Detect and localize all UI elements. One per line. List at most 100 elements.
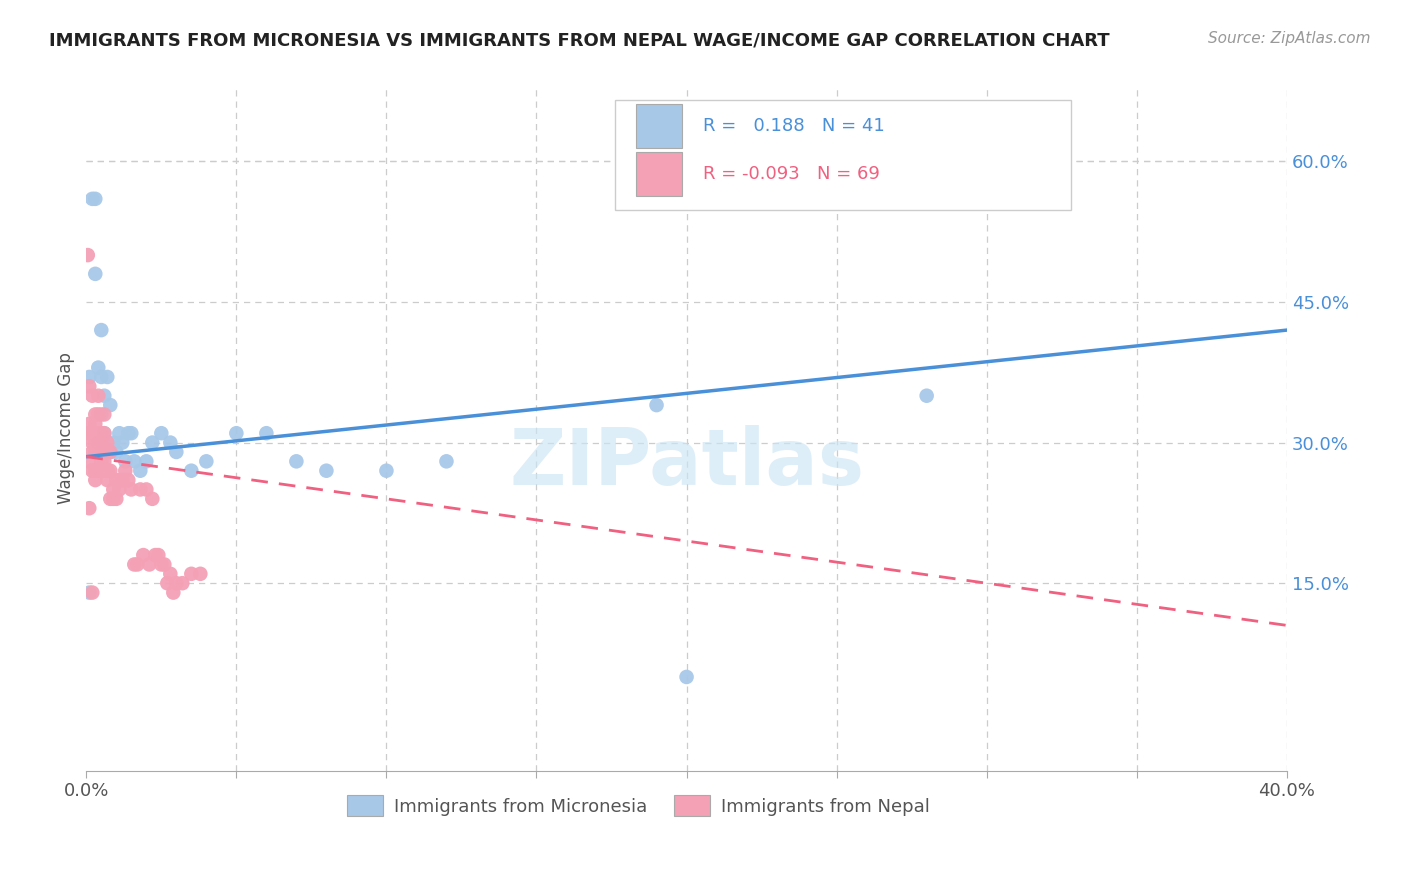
Point xyxy=(90,464,112,478)
Point xyxy=(117,473,139,487)
Point xyxy=(84,435,107,450)
Point xyxy=(96,464,118,478)
Point xyxy=(141,491,163,506)
Point xyxy=(165,576,187,591)
Point xyxy=(90,323,112,337)
Point xyxy=(111,473,134,487)
Point xyxy=(180,566,202,581)
Point xyxy=(79,501,101,516)
Point xyxy=(436,454,458,468)
Point xyxy=(84,464,107,478)
Point xyxy=(98,491,121,506)
Point xyxy=(159,566,181,581)
Point xyxy=(645,398,668,412)
Point xyxy=(87,435,110,450)
Point xyxy=(90,370,112,384)
Text: ZIPatlas: ZIPatlas xyxy=(509,425,865,500)
Point xyxy=(114,454,136,468)
Point xyxy=(129,464,152,478)
Point xyxy=(93,389,115,403)
Point xyxy=(82,445,104,459)
Point xyxy=(188,566,211,581)
Point xyxy=(120,483,142,497)
Text: Source: ZipAtlas.com: Source: ZipAtlas.com xyxy=(1208,31,1371,46)
Point xyxy=(90,426,112,441)
Point xyxy=(172,576,194,591)
Point xyxy=(93,445,115,459)
Point xyxy=(87,360,110,375)
Point xyxy=(315,464,337,478)
Point xyxy=(148,548,170,562)
Point xyxy=(82,389,104,403)
Point xyxy=(82,585,104,599)
Point xyxy=(90,454,112,468)
Point xyxy=(105,445,128,459)
Point xyxy=(135,454,157,468)
Point xyxy=(79,426,101,441)
Point xyxy=(138,558,160,572)
Point xyxy=(159,435,181,450)
Point xyxy=(375,464,398,478)
Point xyxy=(108,473,131,487)
Point xyxy=(111,435,134,450)
Point xyxy=(103,435,125,450)
Point xyxy=(96,445,118,459)
Point xyxy=(84,445,107,459)
Point xyxy=(82,435,104,450)
Point xyxy=(141,435,163,450)
Point xyxy=(108,483,131,497)
Point xyxy=(87,389,110,403)
Point xyxy=(915,389,938,403)
Text: R =   0.188   N = 41: R = 0.188 N = 41 xyxy=(703,117,886,135)
Point xyxy=(93,426,115,441)
Point xyxy=(96,464,118,478)
Point xyxy=(105,491,128,506)
Point xyxy=(195,454,218,468)
Point xyxy=(127,558,149,572)
Point xyxy=(143,548,166,562)
Point xyxy=(117,426,139,441)
Point xyxy=(98,464,121,478)
Y-axis label: Wage/Income Gap: Wage/Income Gap xyxy=(58,352,75,505)
Point xyxy=(114,464,136,478)
Point xyxy=(82,192,104,206)
Point xyxy=(120,426,142,441)
Point xyxy=(162,585,184,599)
Point xyxy=(124,454,146,468)
Point xyxy=(93,454,115,468)
Legend: Immigrants from Micronesia, Immigrants from Nepal: Immigrants from Micronesia, Immigrants f… xyxy=(340,788,938,823)
Point xyxy=(180,464,202,478)
Point xyxy=(150,426,173,441)
FancyBboxPatch shape xyxy=(614,100,1071,210)
Point xyxy=(79,370,101,384)
Point xyxy=(124,558,146,572)
Point xyxy=(84,473,107,487)
Point xyxy=(76,248,98,262)
Point xyxy=(96,370,118,384)
FancyBboxPatch shape xyxy=(636,152,682,196)
Point xyxy=(87,445,110,459)
Point xyxy=(90,435,112,450)
Point xyxy=(135,483,157,497)
FancyBboxPatch shape xyxy=(636,103,682,148)
Point xyxy=(150,558,173,572)
Point xyxy=(84,267,107,281)
Point xyxy=(84,426,107,441)
Point xyxy=(84,417,107,431)
Point xyxy=(98,398,121,412)
Point xyxy=(98,445,121,459)
Point xyxy=(87,435,110,450)
Point xyxy=(90,426,112,441)
Point xyxy=(96,445,118,459)
Point xyxy=(87,408,110,422)
Text: R = -0.093   N = 69: R = -0.093 N = 69 xyxy=(703,165,880,183)
Point xyxy=(90,408,112,422)
Point xyxy=(82,426,104,441)
Point xyxy=(96,435,118,450)
Point xyxy=(87,464,110,478)
Point xyxy=(79,417,101,431)
Point xyxy=(132,548,155,562)
Point xyxy=(105,473,128,487)
Point xyxy=(93,426,115,441)
Point xyxy=(79,379,101,393)
